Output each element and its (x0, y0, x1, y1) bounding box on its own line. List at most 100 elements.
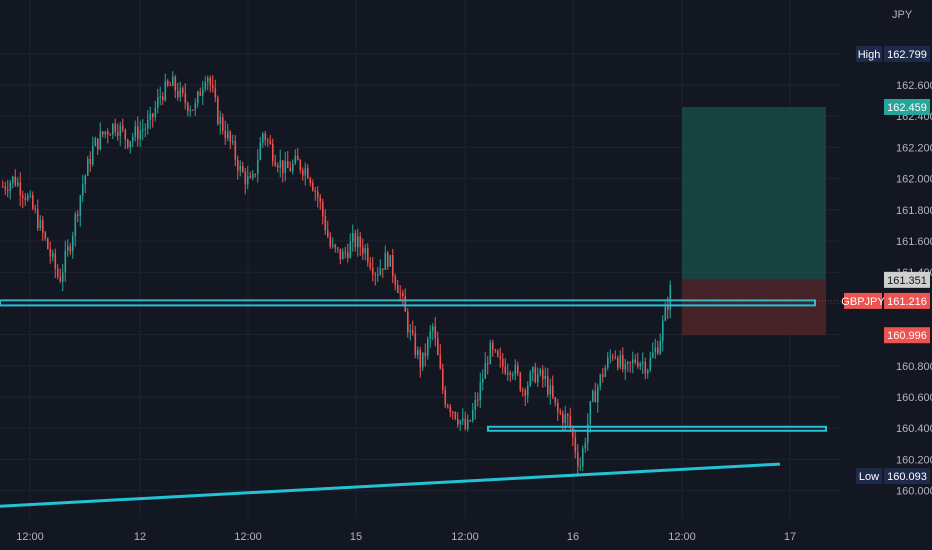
candle-body (67, 246, 69, 251)
candle-body (589, 401, 592, 424)
candle-body (289, 167, 292, 172)
candle-body (209, 77, 212, 86)
candle-body (652, 352, 654, 358)
candle-body (232, 141, 234, 143)
candle-body (567, 414, 569, 417)
ascending-trendline[interactable] (0, 462, 781, 508)
candle-body (87, 158, 89, 176)
candle-body (174, 76, 177, 91)
candle-body (664, 306, 667, 321)
candle-body (489, 342, 492, 364)
candle-body (669, 284, 672, 310)
stop-tag-value: 160.996 (887, 330, 927, 342)
drawn-lines (0, 299, 842, 508)
candle-body (252, 173, 254, 178)
stop-tag-value-box (884, 327, 930, 344)
candle-body (527, 385, 529, 396)
candle-body (587, 423, 589, 443)
candle-body (469, 420, 472, 422)
stop-loss-zone[interactable] (682, 279, 826, 336)
candle-body (367, 248, 369, 263)
candle-body (237, 159, 239, 171)
candle-body (334, 244, 337, 248)
candle-body (429, 331, 432, 339)
candle-body (432, 326, 434, 332)
candle-body (84, 175, 87, 185)
resistance-line[interactable] (0, 299, 816, 307)
candle-body (597, 386, 599, 403)
candle-body (654, 347, 657, 353)
candle-body (544, 376, 547, 380)
candle-body (207, 77, 209, 83)
time-tick-label: 12:00 (234, 531, 262, 543)
candle-body (399, 292, 402, 294)
candle-body (357, 236, 359, 248)
candle-body (547, 376, 549, 395)
price-tick-label: 160.600 (896, 392, 932, 404)
candle-body (374, 274, 377, 276)
time-axis[interactable]: 12:00 12 12:00 15 12:00 16 12:00 17 (16, 531, 796, 543)
candle-body (372, 267, 374, 275)
candle-body (227, 131, 229, 139)
time-tick-label: 12:00 (451, 531, 479, 543)
price-tick-label: 160.800 (896, 361, 932, 373)
candle-body (542, 369, 544, 380)
time-tick-label: 16 (567, 531, 579, 543)
current-price-tag: GBPJPY 161.216 (841, 292, 930, 309)
candle-body (622, 355, 624, 370)
candle-body (44, 232, 47, 239)
candle-body (504, 366, 507, 374)
candle-body (339, 248, 342, 260)
candle-body (132, 136, 134, 142)
candle-body (97, 138, 99, 150)
candle-body (262, 133, 264, 143)
candle-body (379, 268, 382, 275)
candle-body (579, 466, 582, 468)
candle-body (514, 365, 517, 375)
candle-body (447, 405, 449, 408)
candle-body (292, 163, 294, 172)
candle-body (137, 126, 139, 140)
candle-body (517, 365, 519, 374)
candle-body (257, 159, 259, 174)
current-price-tag-label-box (844, 292, 882, 309)
candle-body (584, 442, 587, 449)
candle-body (104, 131, 107, 135)
candle-body (642, 362, 644, 364)
candle-body (149, 113, 152, 121)
candle-body (217, 97, 219, 125)
candle-body (624, 364, 627, 370)
candle-body (197, 91, 199, 104)
candle-body (49, 249, 52, 257)
candle-body (572, 427, 574, 438)
candle-body (74, 214, 77, 237)
price-tick-label: 160.200 (896, 454, 932, 466)
target-tag: 162.459 (884, 98, 930, 115)
candle-body (352, 233, 354, 242)
candle-body (169, 84, 172, 87)
candle-body (407, 311, 409, 333)
candle-body (189, 109, 192, 112)
candle-body (267, 140, 269, 142)
candle-body (657, 347, 659, 354)
candle-body (69, 246, 72, 252)
take-profit-zone[interactable] (682, 106, 826, 280)
candle-body (14, 176, 17, 186)
candle-body (627, 362, 629, 365)
candle-body (539, 369, 542, 375)
candle-body (157, 97, 159, 109)
candle-body (122, 125, 124, 130)
candle-body (667, 306, 669, 310)
candle-body (247, 176, 249, 185)
candle-body (129, 141, 132, 148)
candle-body (502, 358, 504, 367)
candle-body (329, 236, 332, 247)
support-line[interactable] (487, 425, 827, 432)
candle-body (179, 88, 182, 98)
candle-body (302, 170, 304, 176)
high-tag: High 162.799 (856, 45, 930, 62)
time-tick-label: 15 (350, 531, 362, 543)
candle-body (409, 330, 412, 333)
candle-body (327, 230, 329, 237)
